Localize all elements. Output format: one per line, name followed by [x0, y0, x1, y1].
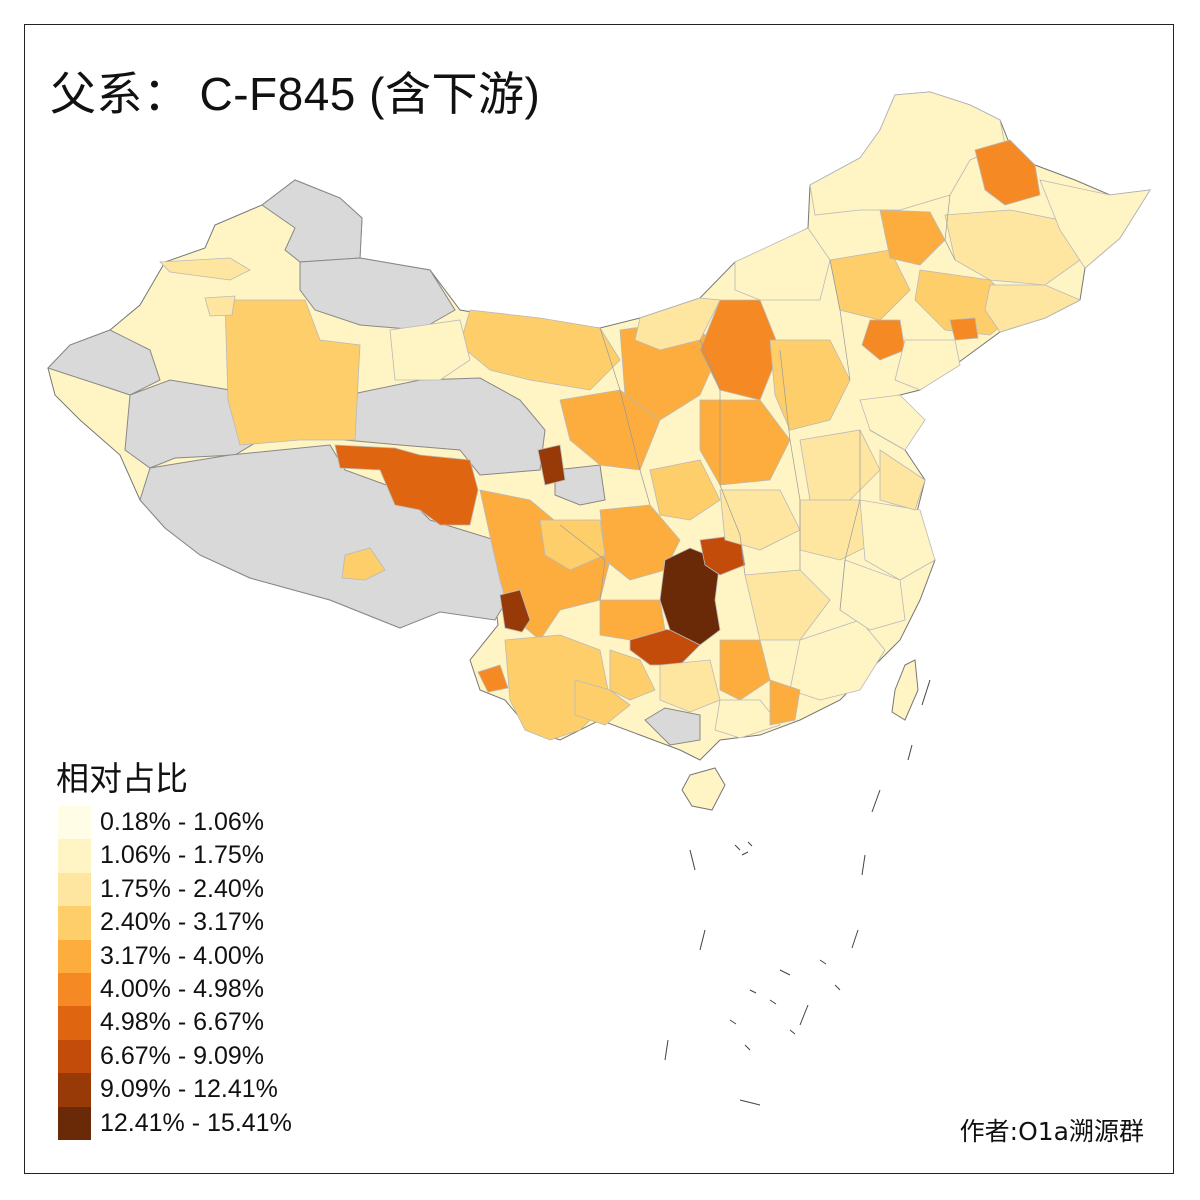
legend-label: 12.41% - 15.41%	[100, 1108, 292, 1137]
taiwan-island	[891, 659, 919, 721]
legend: 0.18% - 1.06% 1.06% - 1.75% 1.75% - 2.40% 2…	[58, 806, 358, 1140]
legend-label: 1.06% - 1.75%	[100, 841, 264, 870]
legend-item: 1.75% - 2.40%	[58, 872, 358, 907]
legend-label: 4.98% - 6.67%	[100, 1008, 264, 1037]
map-title: 父系： C-F845 (含下游)	[50, 58, 540, 124]
legend-swatch	[58, 1006, 91, 1040]
no-data-regions	[47, 179, 701, 746]
legend-swatch	[58, 939, 91, 973]
legend-item: 3.17% - 4.00%	[58, 939, 358, 973]
legend-label: 9.09% - 12.41%	[100, 1075, 278, 1104]
legend-swatch	[58, 806, 91, 840]
legend-item: 9.09% - 12.41%	[58, 1073, 358, 1107]
legend-swatch	[58, 972, 91, 1007]
legend-item: 2.40% - 3.17%	[58, 906, 358, 940]
legend-title: 相对占比	[56, 759, 188, 798]
legend-swatch	[58, 1106, 91, 1140]
legend-swatch	[58, 1039, 91, 1074]
legend-label: 6.67% - 9.09%	[100, 1041, 264, 1070]
title-prefix: 父系：	[50, 67, 190, 121]
boundary-lines	[559, 194, 956, 611]
title-main: C-F845 (含下游)	[199, 68, 541, 120]
legend-swatch	[58, 872, 91, 907]
region-fills	[159, 91, 1151, 741]
legend-item: 1.06% - 1.75%	[58, 839, 358, 873]
legend-label: 2.40% - 3.17%	[100, 908, 264, 937]
legend-item: 4.00% - 4.98%	[58, 972, 358, 1007]
legend-swatch	[58, 906, 91, 940]
hainan-island	[681, 767, 726, 811]
legend-item: 12.41% - 15.41%	[58, 1106, 358, 1140]
author-credit: 作者:O1a溯源群	[959, 1117, 1144, 1146]
legend-swatch	[58, 1073, 91, 1107]
legend-label: 1.75% - 2.40%	[100, 874, 264, 903]
legend-swatch	[58, 839, 91, 873]
south-sea-islands	[664, 679, 931, 1106]
legend-label: 4.00% - 4.98%	[100, 974, 264, 1003]
legend-item: 4.98% - 6.67%	[58, 1006, 358, 1040]
legend-label: 3.17% - 4.00%	[100, 941, 264, 970]
legend-label: 0.18% - 1.06%	[100, 808, 264, 836]
legend-item: 6.67% - 9.09%	[58, 1039, 358, 1074]
legend-item: 0.18% - 1.06%	[58, 806, 358, 840]
